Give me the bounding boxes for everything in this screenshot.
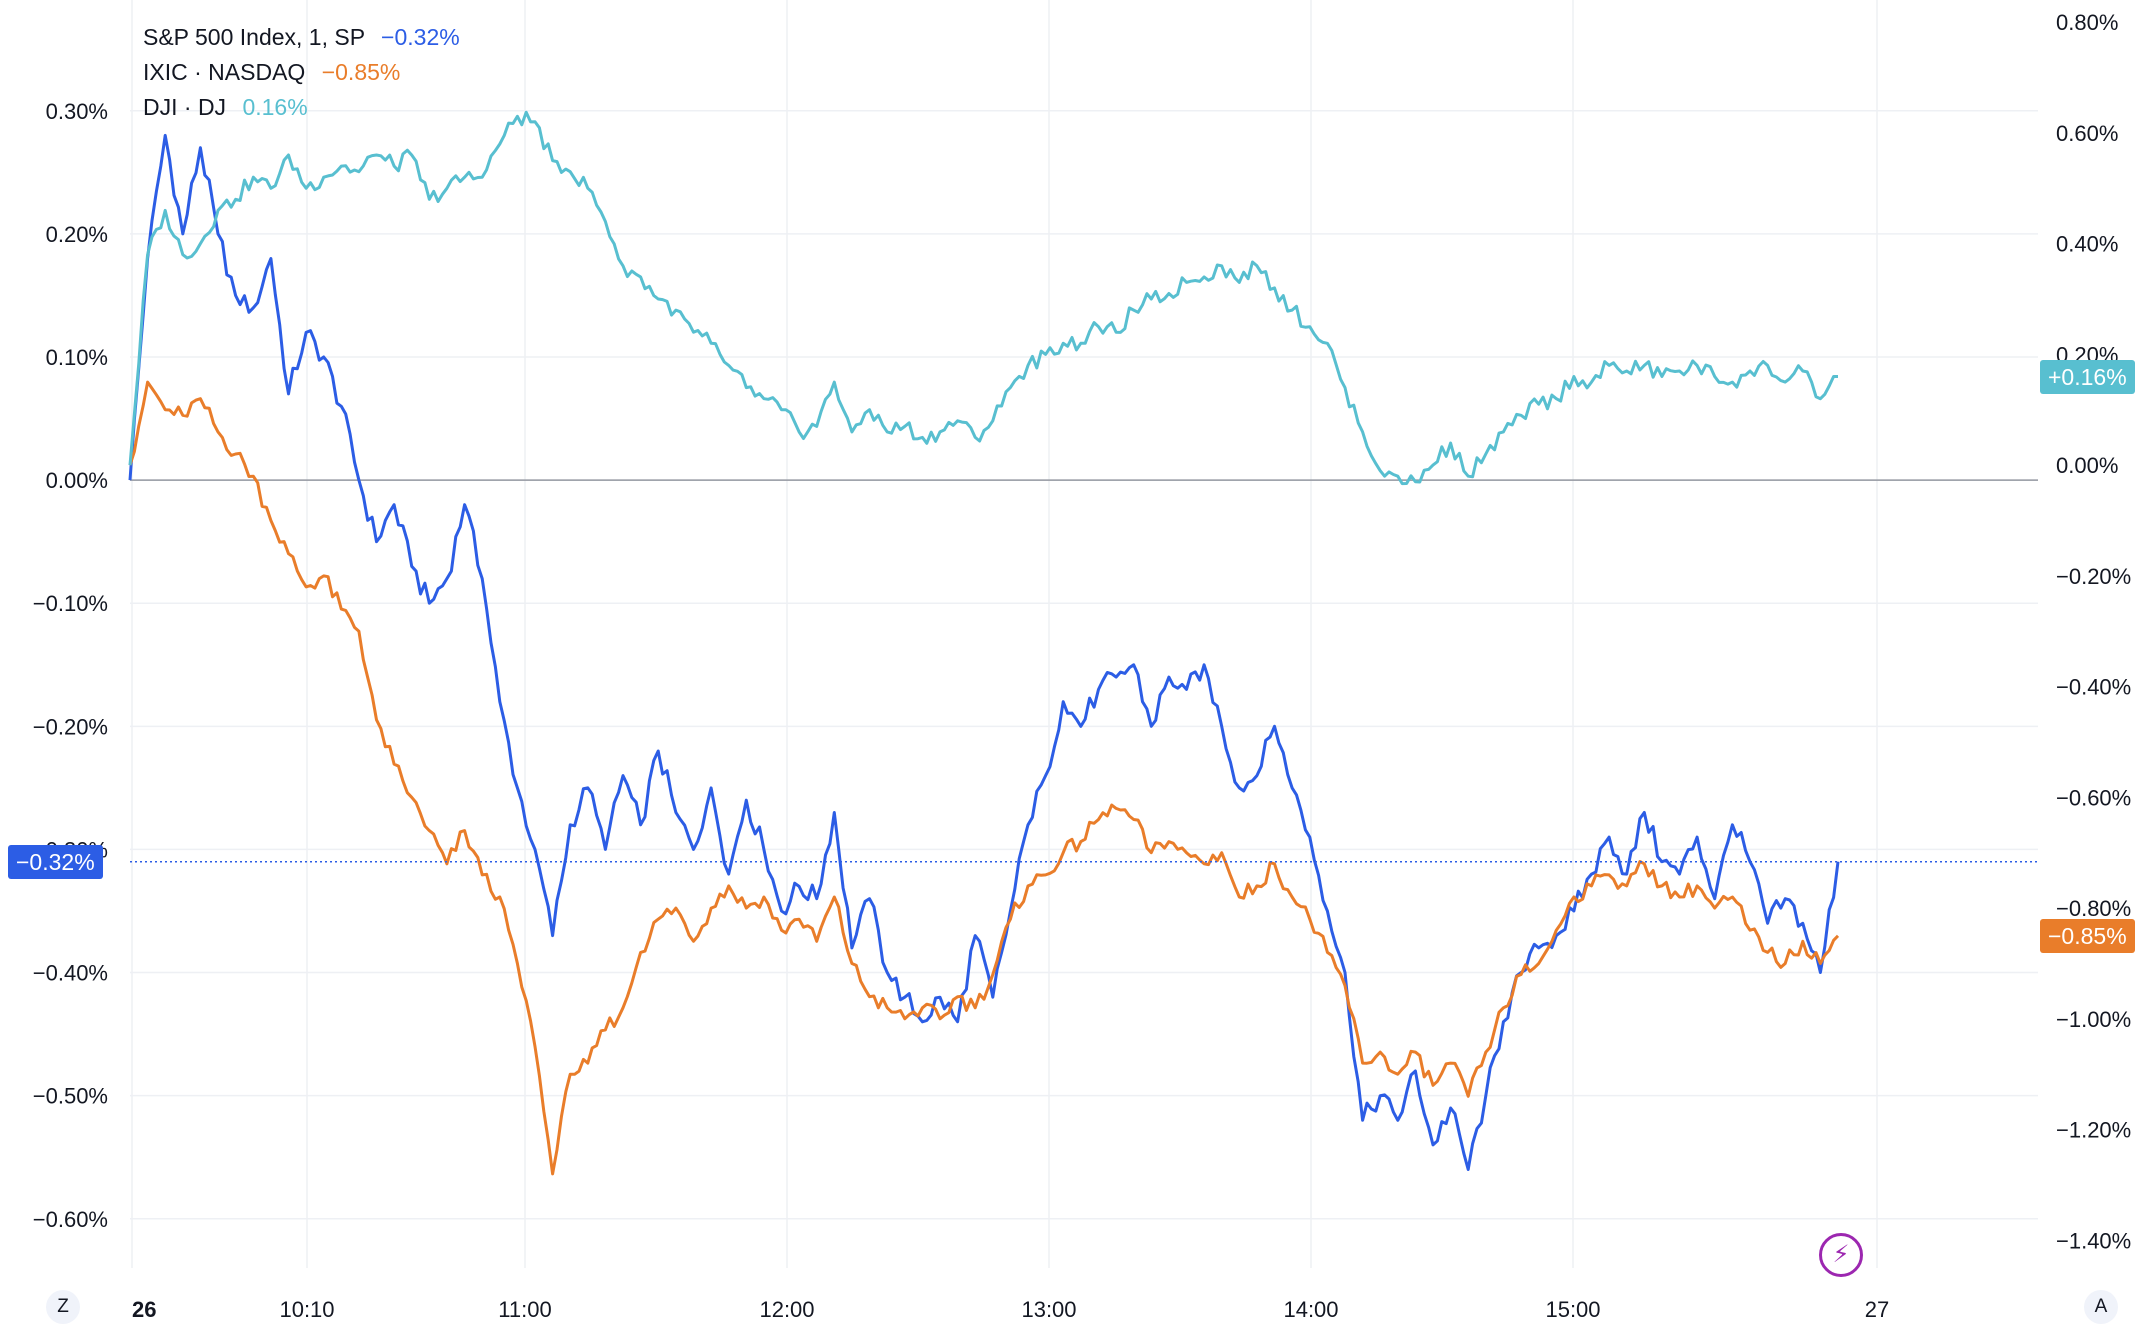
series-line-1 (128, 380, 1840, 1176)
right-tick-label: −1.00% (2056, 1007, 2131, 1032)
time-axis: 26 10:10 11:00 12:00 13:00 14:00 15:00 27 (132, 1297, 1889, 1322)
price-badge-dji: +0.16% (2040, 359, 2135, 394)
left-tick-label: −0.20% (33, 714, 108, 739)
left-tick-label: 0.10% (46, 345, 108, 370)
left-axis: 0.30%0.20%0.10%0.00%−0.10%−0.20%−0.30%−0… (33, 99, 108, 1232)
right-tick-label: −1.40% (2056, 1228, 2131, 1253)
right-tick-label: −0.40% (2056, 675, 2131, 700)
grid-lines (130, 0, 2038, 1268)
legend-value-ixic: −0.85% (321, 59, 401, 85)
right-tick-label: −1.20% (2056, 1118, 2131, 1143)
left-tick-label: 0.30% (46, 99, 108, 124)
time-tick-label: 12:00 (759, 1297, 814, 1322)
left-tick-label: −0.60% (33, 1207, 108, 1232)
right-tick-label: −0.60% (2056, 785, 2131, 810)
price-badge-ixic: −0.85% (2040, 918, 2135, 953)
legend-name-spx: S&P 500 Index, 1, SP (143, 24, 365, 50)
legend-row-spx[interactable]: S&P 500 Index, 1, SP −0.32% (143, 20, 460, 55)
right-tick-label: 0.60% (2056, 121, 2118, 146)
price-badge-spx: −0.32% (8, 844, 103, 879)
left-tick-label: 0.20% (46, 222, 108, 247)
left-tick-label: −0.10% (33, 591, 108, 616)
right-tick-label: −0.20% (2056, 564, 2131, 589)
time-tick-label: 13:00 (1021, 1297, 1076, 1322)
legend-value-dji: 0.16% (242, 94, 308, 120)
series-layer (128, 110, 1840, 1176)
timezone-toggle-button[interactable]: Z (46, 1290, 80, 1324)
legend-row-ixic[interactable]: IXIC · NASDAQ −0.85% (143, 55, 460, 90)
right-axis: 0.80%0.60%0.40%0.20%0.00%−0.20%−0.40%−0.… (2056, 10, 2131, 1253)
legend-row-dji[interactable]: DJI · DJ 0.16% (143, 90, 460, 125)
right-tick-label: 0.40% (2056, 232, 2118, 257)
time-tick-label: 15:00 (1545, 1297, 1600, 1322)
lightning-icon[interactable]: ⚡ (1819, 1233, 1863, 1277)
legend-value-spx: −0.32% (381, 24, 460, 50)
legend-name-ixic: IXIC · NASDAQ (143, 59, 306, 85)
time-tick-label: 26 (132, 1297, 156, 1322)
legend: S&P 500 Index, 1, SP −0.32% IXIC · NASDA… (143, 20, 460, 125)
left-tick-label: −0.50% (33, 1084, 108, 1109)
right-tick-label: −0.80% (2056, 896, 2131, 921)
auto-scale-button[interactable]: A (2084, 1290, 2118, 1324)
right-tick-label: 0.00% (2056, 453, 2118, 478)
series-line-2 (128, 110, 1838, 486)
series-line-0 (128, 133, 1840, 1171)
legend-name-dji: DJI · DJ (143, 94, 227, 120)
time-tick-label: 27 (1865, 1297, 1889, 1322)
time-tick-label: 14:00 (1283, 1297, 1338, 1322)
right-tick-label: 0.80% (2056, 10, 2118, 35)
left-tick-label: 0.00% (46, 468, 108, 493)
time-tick-label: 11:00 (498, 1297, 551, 1322)
left-tick-label: −0.40% (33, 961, 108, 986)
time-tick-label: 10:10 (279, 1297, 334, 1322)
